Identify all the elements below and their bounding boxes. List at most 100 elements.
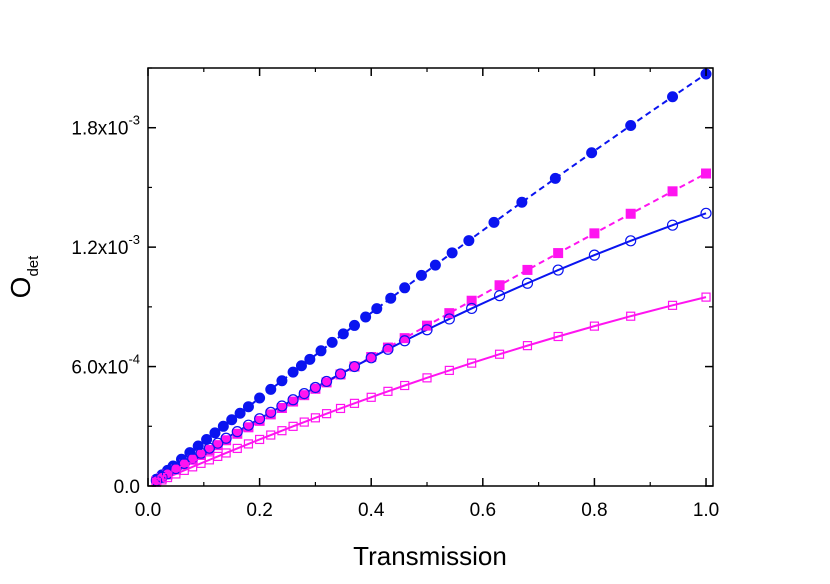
- data-point: [320, 375, 333, 388]
- data-point: [400, 380, 410, 391]
- data-point: [315, 345, 327, 357]
- data-point: [666, 219, 679, 231]
- x-tick-label: 0.0: [135, 500, 161, 521]
- y-axis-label-subscript: det: [25, 255, 42, 277]
- data-point: [220, 432, 232, 444]
- data-point: [203, 442, 215, 454]
- data-point: [588, 249, 601, 261]
- x-tick-label: 0.6: [470, 500, 496, 521]
- x-tick-label: 0.2: [246, 500, 272, 521]
- data-point: [553, 248, 564, 259]
- data-point: [299, 417, 309, 427]
- data-point: [494, 280, 505, 291]
- data-point: [443, 313, 455, 325]
- data-point: [242, 419, 255, 431]
- data-point: [365, 352, 377, 364]
- data-point: [217, 420, 229, 432]
- data-point: [493, 290, 506, 302]
- data-point: [466, 302, 478, 315]
- data-point: [348, 319, 360, 331]
- data-point: [335, 403, 346, 414]
- data-point: [232, 443, 242, 454]
- data-point: [348, 360, 361, 373]
- data-point: [522, 341, 533, 351]
- data-point: [349, 398, 360, 408]
- data-point: [254, 392, 266, 404]
- data-point: [488, 216, 500, 228]
- data-point: [156, 471, 168, 483]
- data-point: [310, 413, 321, 423]
- y-tick-label-mantissa: 1.2x10: [71, 238, 128, 259]
- x-axis-label: Transmission: [353, 541, 507, 571]
- y-tick-label-mantissa: 1.8x10: [71, 119, 128, 140]
- y-tick-label-exponent: -3: [128, 113, 140, 128]
- data-point: [399, 333, 410, 344]
- data-point: [467, 358, 477, 368]
- data-point: [234, 407, 246, 419]
- data-point: [287, 394, 299, 406]
- data-point: [157, 475, 167, 485]
- data-point: [209, 427, 221, 439]
- data-point: [399, 335, 411, 347]
- data-point: [288, 421, 298, 431]
- data-point: [422, 373, 432, 383]
- y-tick-label: 6.0x10-4: [71, 352, 140, 379]
- data-point: [667, 300, 678, 310]
- data-point: [195, 447, 207, 459]
- data-point: [221, 448, 231, 458]
- data-point: [626, 311, 636, 321]
- series-line: [155, 212, 707, 482]
- data-point: [385, 292, 397, 304]
- data-point: [287, 366, 299, 378]
- y-tick-label: 1.8x10-3: [71, 113, 140, 140]
- data-point: [366, 392, 376, 402]
- data-point: [277, 426, 287, 436]
- x-tick-label: 1.0: [693, 500, 719, 521]
- data-point: [549, 172, 561, 184]
- data-point: [321, 409, 332, 419]
- data-point: [276, 375, 288, 387]
- data-point: [625, 235, 637, 247]
- data-point: [326, 336, 338, 348]
- data-point: [701, 292, 711, 302]
- data-point: [231, 426, 243, 438]
- data-point: [382, 343, 394, 355]
- data-point: [295, 360, 307, 372]
- data-point: [399, 282, 411, 294]
- data-point: [304, 353, 316, 365]
- data-point: [553, 331, 563, 342]
- data-point: [265, 406, 277, 418]
- y-tick-label-exponent: -3: [128, 232, 140, 247]
- data-point: [667, 186, 678, 197]
- data-point: [586, 147, 598, 159]
- data-point: [463, 235, 475, 247]
- data-point: [625, 120, 637, 132]
- data-point: [589, 321, 600, 331]
- data-point: [276, 400, 288, 412]
- data-point: [226, 414, 238, 426]
- data-point: [266, 430, 276, 440]
- data-point: [415, 269, 427, 281]
- y-axis-label: Odet: [5, 255, 42, 298]
- y-tick-label-mantissa: 0.0: [114, 477, 140, 498]
- data-point: [589, 228, 600, 239]
- data-point: [521, 277, 534, 289]
- data-point: [298, 388, 310, 400]
- data-point: [212, 437, 224, 449]
- data-point: [444, 308, 455, 319]
- data-point: [701, 168, 712, 179]
- data-point: [334, 368, 347, 380]
- data-point: [161, 468, 174, 480]
- data-point: [552, 264, 564, 276]
- data-point: [516, 196, 528, 208]
- data-point: [466, 295, 477, 306]
- data-point: [265, 383, 277, 395]
- data-point: [383, 386, 393, 396]
- data-point: [337, 328, 349, 340]
- data-point: [243, 439, 254, 449]
- x-tick-label: 0.4: [358, 500, 385, 521]
- data-point: [422, 320, 433, 331]
- x-tick-label: 0.8: [581, 500, 607, 521]
- y-tick-label: 0.0: [114, 477, 140, 498]
